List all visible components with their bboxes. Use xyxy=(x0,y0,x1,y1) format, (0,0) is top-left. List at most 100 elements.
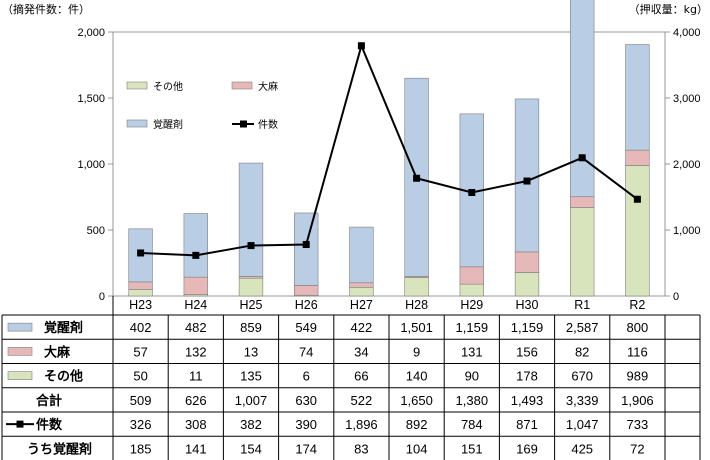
cases-point-H27 xyxy=(357,42,365,50)
row-label-cases_stim: うち覚醒剤 xyxy=(27,441,92,457)
right-tick-label: 1,000 xyxy=(673,225,701,237)
cell-cases_stim-H24: 141 xyxy=(185,441,207,456)
axes: 2,000 1,500 1,000 500 0 4,000 3,000 2,000 1,000 0 xyxy=(77,27,700,303)
cell-cases-H29: 784 xyxy=(461,417,483,432)
cell-total-H30: 1,493 xyxy=(511,393,544,408)
cell-other-H24: 11 xyxy=(189,369,203,384)
row-label-cases: 件数 xyxy=(36,417,63,433)
cell-other-H28: 140 xyxy=(406,369,428,384)
cases-point-H28 xyxy=(413,174,421,182)
legend-cannabis-swatch xyxy=(231,81,253,90)
x-label-H25: H25 xyxy=(240,298,263,312)
left-tick-label: 500 xyxy=(87,225,105,237)
cases-point-H29 xyxy=(468,189,476,197)
cell-other-H26: 6 xyxy=(303,369,310,384)
legend-other-swatch xyxy=(126,81,148,90)
cases-point-H26 xyxy=(302,241,310,249)
cell-cases_stim-H30: 169 xyxy=(516,441,538,456)
cell-stim-H25: 859 xyxy=(240,320,262,335)
cell-other-H25: 135 xyxy=(240,369,262,384)
cases-line-path xyxy=(140,42,639,257)
x-label-H24: H24 xyxy=(184,298,207,312)
bar-segment-cannabis-H30 xyxy=(514,251,540,273)
bar-segment-stimulant-H30 xyxy=(514,98,540,253)
cell-cases-H26: 390 xyxy=(295,417,317,432)
cell-total-H28: 1,650 xyxy=(400,393,433,408)
row-label-other: その他 xyxy=(44,369,83,385)
bar-segment-cannabis-R2 xyxy=(625,149,650,166)
legend-cases-marker xyxy=(240,120,247,128)
cell-total-R2: 1,906 xyxy=(621,393,654,408)
bar-segment-cannabis-H26 xyxy=(294,285,319,296)
cell-stim-H27: 422 xyxy=(351,320,373,335)
cell-cases_stim-H29: 151 xyxy=(461,441,483,456)
left-tick-label: 0 xyxy=(99,291,105,303)
bar-segment-other-H30 xyxy=(514,272,540,297)
cell-cases_stim-H23: 185 xyxy=(130,441,152,456)
bar-segment-other-R1 xyxy=(570,207,595,297)
x-label-H23: H23 xyxy=(129,298,152,312)
cases-point-H30 xyxy=(523,177,531,185)
cell-total-H23: 509 xyxy=(130,393,152,408)
left-tick-label: 2,000 xyxy=(77,27,105,39)
cell-cases_stim-H28: 104 xyxy=(406,441,428,456)
cases-point-H25 xyxy=(247,242,255,250)
left-tick-label: 1,500 xyxy=(77,93,105,105)
cell-cases_stim-H26: 174 xyxy=(295,441,317,456)
cell-cases_stim-H25: 154 xyxy=(240,441,262,456)
bar-segment-stimulant-H25 xyxy=(238,162,264,277)
cell-cannabis-R2: 116 xyxy=(627,344,648,359)
cell-other-R2: 989 xyxy=(627,369,649,384)
data-table: H23 H24 H25 H26 H27 H28 H29 H30 R1 R2 覚醒剤 402 482 859… xyxy=(1,296,701,460)
right-tick-label: 2,000 xyxy=(673,159,701,171)
cell-cases-R2: 733 xyxy=(627,417,649,432)
left-axis-title: （摘発件数：件） xyxy=(2,2,90,16)
bar-segment-stimulant-R2 xyxy=(625,44,650,151)
cell-cases-H23: 326 xyxy=(130,417,152,432)
bar-segment-other-H29 xyxy=(459,283,484,297)
cell-cannabis-H25: 13 xyxy=(244,344,258,359)
cell-total-H26: 630 xyxy=(295,393,317,408)
legend-stimulant-swatch xyxy=(126,119,148,128)
x-label-H27: H27 xyxy=(350,298,373,312)
cell-cannabis-H24: 132 xyxy=(185,344,207,359)
bar-segment-cannabis-H24 xyxy=(183,276,208,295)
legend-cannabis-label: 大麻 xyxy=(258,80,278,93)
cell-cannabis-H30: 156 xyxy=(516,344,538,359)
right-tick-label: 4,000 xyxy=(673,27,701,39)
bar-segment-stimulant-H24 xyxy=(183,213,208,278)
bar-segment-cannabis-R1 xyxy=(570,196,595,208)
cell-cannabis-H26: 74 xyxy=(299,344,313,359)
x-label-H28: H28 xyxy=(405,298,428,312)
right-tick-label: 3,000 xyxy=(673,93,701,105)
cell-other-H30: 178 xyxy=(516,369,538,384)
right-tick-label: 0 xyxy=(673,291,679,303)
bar-segment-other-H23 xyxy=(128,289,153,297)
cell-stim-H26: 549 xyxy=(295,320,317,335)
cases-point-R1 xyxy=(578,154,586,162)
cell-stim-H28: 1,501 xyxy=(400,320,433,335)
cell-total-H24: 626 xyxy=(185,393,207,408)
cell-total-H25: 1,007 xyxy=(235,393,268,408)
cases-line xyxy=(137,42,641,259)
row-swatch-other xyxy=(7,371,33,380)
cell-cases-H28: 892 xyxy=(406,417,428,432)
x-label-H30: H30 xyxy=(516,298,539,312)
cell-cases-H25: 382 xyxy=(240,417,262,432)
cell-stim-R2: 800 xyxy=(627,320,649,335)
row-label-stim: 覚醒剤 xyxy=(43,320,83,336)
x-label-R2: R2 xyxy=(629,298,645,312)
x-label-R1: R1 xyxy=(574,298,590,312)
x-label-H29: H29 xyxy=(460,298,483,312)
cell-other-H23: 50 xyxy=(133,369,147,384)
cell-cases_stim-R1: 425 xyxy=(571,441,593,456)
cell-other-H29: 90 xyxy=(465,369,479,384)
legend-cases-label: 件数 xyxy=(258,118,278,131)
row-swatch-cannabis xyxy=(7,347,33,356)
bar-segment-cannabis-H27 xyxy=(349,282,374,288)
bar-segment-stimulant-H26 xyxy=(294,212,319,286)
bar-segment-other-H28 xyxy=(404,277,429,297)
cell-cases-H30: 871 xyxy=(516,417,538,432)
